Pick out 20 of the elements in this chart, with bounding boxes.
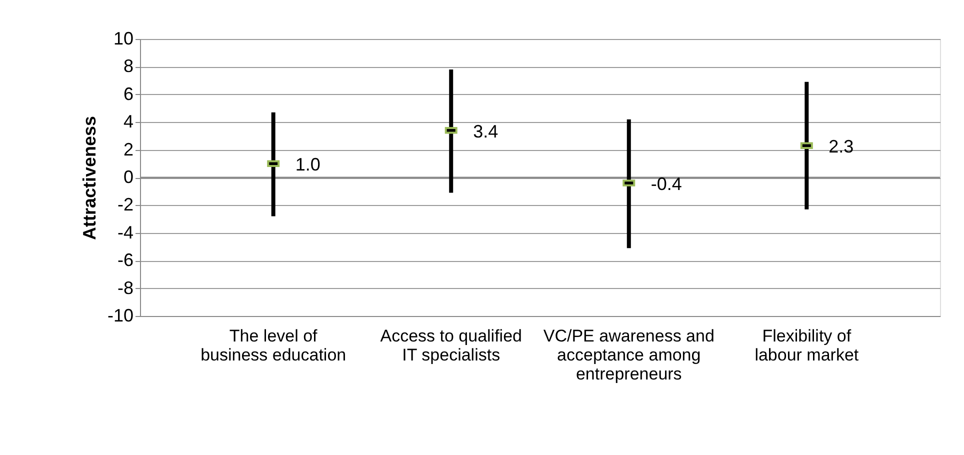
data-label: 2.3 <box>828 136 854 157</box>
y-axis-title: Attractiveness <box>79 116 100 240</box>
data-label: 3.4 <box>473 121 498 142</box>
y-tick-label: 6 <box>123 84 134 104</box>
y-tick-label: -10 <box>107 306 134 326</box>
x-tick-label: The level of business education <box>200 326 346 364</box>
data-label: 1.0 <box>295 154 320 175</box>
y-tick-label: -6 <box>117 250 134 270</box>
y-tick-label: 10 <box>113 28 134 48</box>
y-tick-label: 0 <box>123 167 134 187</box>
data-label: -0.4 <box>650 174 682 194</box>
x-tick-label: VC/PE awareness and acceptance among entrepreneurs <box>543 326 714 384</box>
y-tick-label: -2 <box>117 194 134 215</box>
x-tick-label: Flexibility of labour market <box>754 326 859 364</box>
y-tick-label: -4 <box>117 222 134 242</box>
y-tick-label: 2 <box>123 139 134 160</box>
x-tick-label: Access to qualified IT specialists <box>380 326 522 364</box>
y-tick-label: -8 <box>117 278 134 298</box>
y-tick-label: 4 <box>123 112 134 132</box>
y-tick-label: 8 <box>123 56 134 76</box>
